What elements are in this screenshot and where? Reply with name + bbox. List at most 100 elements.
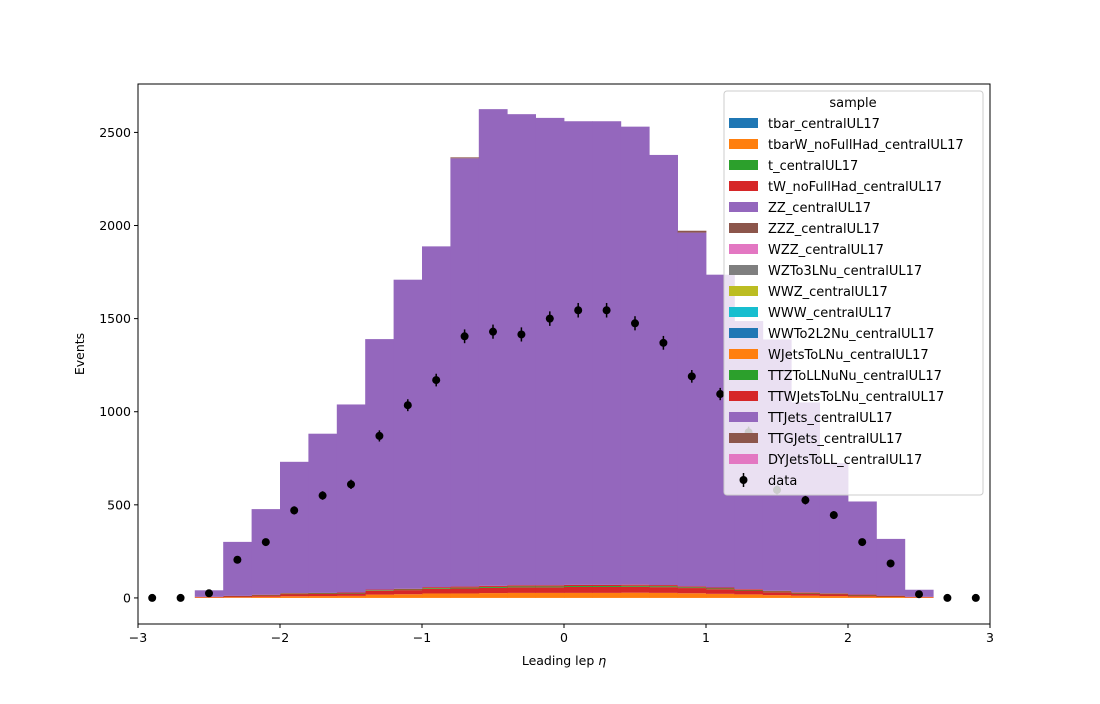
axes: −3 −2 −1 0 1 2 3 0 500 1000 1500 2000 2500 (99, 125, 994, 645)
bar-ttwjetstolnu-centralul17-bin-20 (762, 590, 792, 592)
legend-label: DYJetsToLL_centralUL17 (768, 453, 922, 468)
legend-swatch (729, 328, 758, 338)
bar-ttztollnunu-centralul17-bin-8 (422, 588, 451, 589)
x-tick-label: 1 (702, 630, 710, 645)
bar-ttztollnunu-centralul17-bin-10 (478, 586, 508, 588)
bar-ttjets-centralul17-bin-8 (422, 246, 451, 588)
bar-ttwjetstolnu-centralul17-bin-10 (478, 585, 508, 587)
data-point (858, 538, 867, 547)
data-point (602, 306, 611, 315)
legend-swatch (729, 286, 758, 296)
bar-ttjets-centralul17-bin-6 (365, 339, 394, 590)
bar-tw-nofullhad-centralul17-bin-17 (677, 588, 707, 594)
legend-label: data (768, 474, 797, 489)
bar-ttztollnunu-centralul17-bin-5 (336, 593, 366, 594)
bar-tbarw-nofullhad-centralul17-bin-20 (762, 595, 792, 598)
legend-label: WWZ_centralUL17 (768, 285, 888, 300)
bar-tw-nofullhad-centralul17-bin-15 (620, 586, 650, 593)
data-point (829, 511, 838, 520)
legend-swatch (729, 160, 758, 170)
bar-ttwjetstolnu-centralul17-bin-13 (564, 584, 593, 587)
bar-ttztollnunu-centralul17-bin-23 (848, 594, 877, 596)
bar-ttwjetstolnu-centralul17-bin-4 (308, 592, 338, 594)
bar-ttztollnunu-centralul17-bin-4 (308, 593, 338, 594)
bar-tbarw-nofullhad-centralul17-bin-0 (194, 597, 224, 598)
legend-label: TTGJets_centralUL17 (767, 432, 903, 447)
data-point (971, 593, 980, 602)
bar-tbarw-nofullhad-centralul17-bin-22 (819, 596, 849, 598)
bar-ttwjetstolnu-centralul17-bin-8 (422, 587, 451, 589)
bar-ttwjetstolnu-centralul17-bin-9 (450, 586, 480, 588)
y-tick-label: 2500 (99, 125, 131, 140)
bar-ttwjetstolnu-centralul17-bin-5 (336, 592, 366, 594)
data-point (261, 538, 270, 547)
bar-tw-nofullhad-centralul17-bin-13 (564, 586, 593, 593)
bar-ttwjetstolnu-centralul17-bin-2 (251, 594, 281, 596)
bar-ttjets-centralul17-bin-14 (592, 121, 622, 585)
bar-ttwjetstolnu-centralul17-bin-21 (791, 592, 820, 593)
legend-swatch (729, 118, 758, 128)
bar-tw-nofullhad-centralul17-bin-23 (848, 595, 877, 597)
legend-swatch (729, 139, 758, 149)
bar-tbarw-nofullhad-centralul17-bin-14 (592, 592, 622, 598)
bar-ttztollnunu-centralul17-bin-7 (393, 589, 423, 591)
bar-ttztollnunu-centralul17-bin-18 (706, 588, 735, 590)
bar-ttwjetstolnu-centralul17-bin-17 (677, 586, 707, 588)
x-tick-label: −1 (413, 630, 431, 645)
bar-tbarw-nofullhad-centralul17-bin-7 (393, 594, 423, 598)
data-point (148, 593, 157, 602)
bar-ttjets-centralul17-bin-11 (507, 114, 536, 586)
bar-tw-nofullhad-centralul17-bin-22 (819, 594, 849, 597)
legend-label: ZZ_centralUL17 (768, 201, 871, 216)
bar-tw-nofullhad-centralul17-bin-5 (336, 593, 366, 596)
bar-tw-nofullhad-centralul17-bin-10 (478, 587, 508, 594)
bar-tbarw-nofullhad-centralul17-bin-3 (280, 596, 309, 598)
y-tick-label: 0 (123, 590, 131, 605)
bar-ttwjetstolnu-centralul17-bin-14 (592, 584, 622, 587)
bar-ttjets-centralul17-bin-12 (535, 117, 565, 586)
y-tick-label: 500 (107, 497, 131, 512)
x-axis-label: Leading lep η (522, 653, 606, 668)
bar-ttjets-centralul17-bin-16 (649, 154, 678, 586)
legend-label: ZZZ_centralUL17 (768, 222, 880, 237)
bar-tbarw-nofullhad-centralul17-bin-19 (734, 594, 764, 598)
bar-ttjets-centralul17-bin-5 (336, 404, 366, 593)
bar-ttztollnunu-centralul17-bin-19 (734, 589, 764, 591)
bar-ttjets-centralul17-bin-2 (251, 509, 281, 595)
bar-ttjets-centralul17-bin-10 (478, 109, 508, 586)
legend-swatch (729, 181, 758, 191)
x-axis-label-text: Leading lep (522, 653, 598, 668)
bar-ttjets-centralul17-bin-15 (620, 126, 650, 585)
legend-label: WZTo3LNu_centralUL17 (768, 264, 922, 279)
bar-tw-nofullhad-centralul17-bin-12 (535, 587, 565, 593)
legend-swatch (729, 307, 758, 317)
bar-tw-nofullhad-centralul17-bin-20 (762, 592, 792, 596)
x-tick-label: 0 (560, 630, 568, 645)
bar-tw-nofullhad-centralul17-bin-6 (365, 590, 394, 595)
bar-tw-nofullhad-centralul17-bin-18 (706, 589, 735, 594)
legend-label: WWTo2L2Nu_centralUL17 (768, 327, 934, 342)
bar-ttztollnunu-centralul17-bin-11 (507, 586, 536, 588)
data-point (659, 338, 668, 347)
bar-tbarw-nofullhad-centralul17-bin-13 (564, 592, 593, 598)
bar-tw-nofullhad-centralul17-bin-3 (280, 594, 309, 597)
legend-swatch (729, 370, 758, 380)
bar-ttjets-centralul17-bin-4 (308, 433, 338, 593)
data-point (347, 480, 355, 489)
legend-swatch (729, 265, 758, 275)
bar-ttwjetstolnu-centralul17-bin-22 (819, 593, 849, 594)
legend-data-marker (739, 476, 748, 484)
legend-swatch (729, 202, 758, 212)
legend-swatch (729, 433, 758, 443)
data-point (460, 332, 469, 341)
data-point (176, 593, 185, 602)
data-point (489, 327, 497, 336)
data-point (205, 589, 213, 598)
bar-ttjets-centralul17-bin-23 (848, 501, 877, 595)
data-point (233, 555, 242, 564)
x-tick-label: 2 (844, 630, 852, 645)
bar-ttjets-centralul17-bin-17 (677, 232, 707, 587)
bar-ttztollnunu-centralul17-bin-16 (649, 586, 678, 588)
data-point (290, 506, 299, 515)
